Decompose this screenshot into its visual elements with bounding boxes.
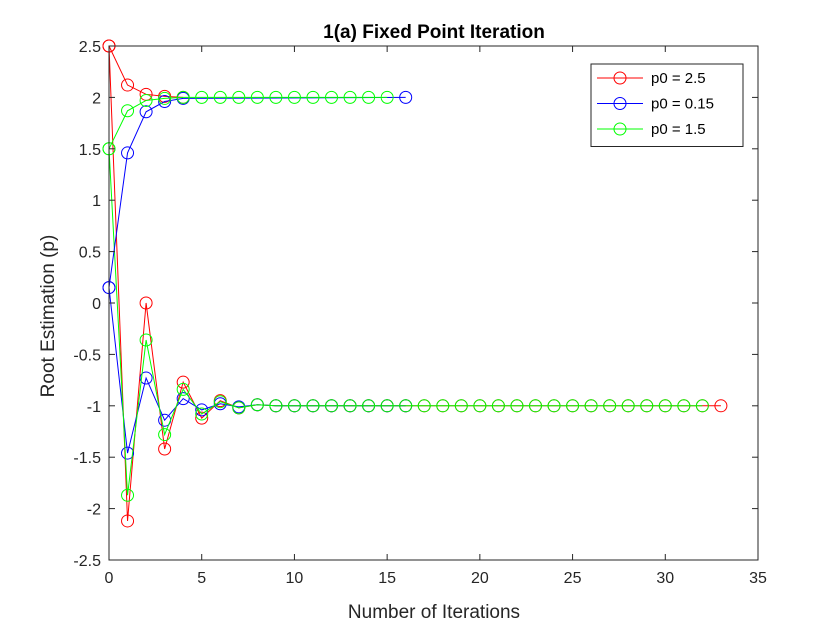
data-point — [176, 392, 190, 406]
data-point — [195, 90, 209, 104]
y-tick-label: 1 — [92, 193, 101, 210]
x-tick-label: 25 — [564, 570, 582, 587]
legend-entry: p0 = 0.15 — [597, 96, 714, 113]
data-point — [603, 399, 617, 413]
data-point — [176, 90, 190, 104]
legend: p0 = 2.5 p0 = 0.15 p0 = 1.5 — [590, 63, 744, 147]
legend-marker — [613, 122, 627, 136]
data-point — [454, 399, 468, 413]
data-point — [399, 399, 413, 413]
data-point — [714, 399, 728, 413]
data-point — [695, 399, 709, 413]
data-point — [287, 90, 301, 104]
data-point — [491, 399, 505, 413]
data-point — [436, 399, 450, 413]
data-point — [325, 399, 339, 413]
data-point — [584, 399, 598, 413]
data-point — [621, 399, 635, 413]
data-point — [176, 382, 190, 396]
series-line — [108, 96, 388, 150]
data-point — [121, 104, 135, 118]
data-point — [473, 399, 487, 413]
legend-label: p0 = 0.15 — [651, 96, 714, 113]
y-tick-label: 1.5 — [79, 142, 101, 159]
data-point — [213, 90, 227, 104]
data-point — [547, 399, 561, 413]
data-point — [121, 446, 135, 460]
data-point — [139, 371, 153, 385]
y-tick-label: 2 — [92, 90, 101, 107]
y-tick-label: 0.5 — [79, 245, 101, 262]
data-point — [139, 105, 153, 119]
x-tick-label: 20 — [471, 570, 489, 587]
x-axis-label: Number of Iterations — [348, 602, 520, 623]
data-point — [176, 375, 190, 389]
data-point — [195, 411, 209, 425]
data-point — [287, 399, 301, 413]
y-tick-label: -0.5 — [73, 347, 101, 364]
data-point — [325, 90, 339, 104]
data-point — [121, 146, 135, 160]
data-point — [306, 90, 320, 104]
data-point — [269, 90, 283, 104]
x-tick-label: 35 — [749, 570, 767, 587]
data-point — [232, 401, 246, 415]
data-point — [566, 399, 580, 413]
y-tick-label: -2.5 — [73, 553, 101, 570]
data-point — [343, 399, 357, 413]
legend-label: p0 = 1.5 — [651, 121, 706, 138]
data-point — [417, 399, 431, 413]
data-point — [158, 428, 172, 442]
x-tick-label: 5 — [197, 570, 206, 587]
data-point — [121, 78, 135, 92]
legend-entry: p0 = 1.5 — [597, 121, 706, 138]
x-tick-label: 15 — [378, 570, 396, 587]
data-point — [250, 90, 264, 104]
legend-label: p0 = 2.5 — [651, 70, 706, 87]
data-point — [158, 442, 172, 456]
data-point — [121, 488, 135, 502]
y-tick-label: -1 — [87, 399, 101, 416]
x-tick-label: 30 — [656, 570, 674, 587]
series-line — [108, 96, 406, 288]
data-point — [362, 90, 376, 104]
legend-entry: p0 = 2.5 — [597, 70, 706, 87]
legend-marker — [613, 71, 627, 85]
data-point — [510, 399, 524, 413]
y-axis-label: Root Estimation (p) — [38, 235, 59, 398]
data-point — [195, 407, 209, 421]
x-tick-label: 0 — [105, 570, 114, 587]
data-point — [232, 90, 246, 104]
data-point — [121, 514, 135, 528]
data-point — [528, 399, 542, 413]
data-point — [362, 399, 376, 413]
series-5 — [102, 90, 394, 156]
y-tick-label: -2 — [87, 502, 101, 519]
data-point — [677, 399, 691, 413]
data-point — [306, 399, 320, 413]
data-point — [343, 90, 357, 104]
data-point — [399, 90, 413, 104]
legend-marker — [613, 97, 627, 110]
x-tick-label: 10 — [286, 570, 304, 587]
y-tick-label: 0 — [92, 296, 101, 313]
data-point — [380, 90, 394, 104]
data-point — [658, 399, 672, 413]
data-point — [380, 399, 394, 413]
y-tick-label: 2.5 — [79, 39, 101, 56]
data-point — [139, 333, 153, 347]
data-point — [269, 399, 283, 413]
data-point — [640, 399, 654, 413]
chart-title: 1(a) Fixed Point Iteration — [323, 22, 545, 43]
data-point — [213, 395, 227, 409]
data-point — [139, 296, 153, 310]
data-point — [139, 93, 153, 107]
data-point — [158, 95, 172, 109]
data-point — [158, 91, 172, 105]
data-point — [250, 398, 264, 412]
y-tick-label: -1.5 — [73, 450, 101, 467]
